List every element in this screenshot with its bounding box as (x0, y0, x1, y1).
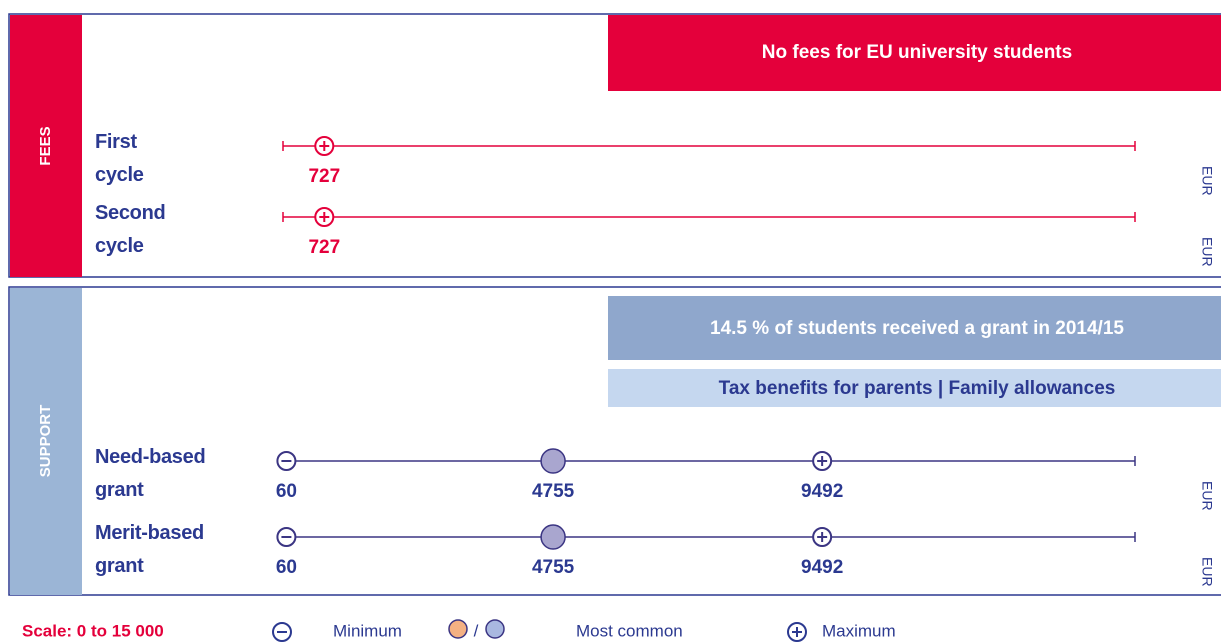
marker-max (812, 527, 833, 547)
legend-text: Maximum (822, 621, 896, 640)
support-banner (608, 369, 1221, 407)
scale-label: Scale: 0 to 15 000 (22, 621, 164, 640)
value-label: 9492 (801, 557, 843, 578)
value-label: 4755 (532, 557, 575, 578)
support-banner-text: Tax benefits for parents | Family allowa… (719, 378, 1116, 399)
value-label: 4755 (532, 481, 575, 502)
value-label: 727 (308, 237, 340, 258)
legend-text: Most common (576, 621, 683, 640)
value-label: 727 (308, 166, 340, 187)
row-name: First cycle (95, 131, 144, 186)
unit: EUR (1199, 557, 1215, 587)
value-label: 9492 (801, 481, 843, 502)
marker-max (314, 136, 335, 156)
fees-banner-text: No fees for EU university students (762, 42, 1072, 63)
unit: EUR (1199, 481, 1215, 511)
marker-circle (448, 619, 468, 639)
marker-min (276, 527, 297, 547)
marker-common (540, 524, 566, 550)
legend-text: / (474, 621, 479, 640)
support-strip (10, 288, 82, 595)
marker-max (314, 207, 335, 227)
marker-max (787, 622, 807, 642)
support-banner-text: 14.5 % of students received a grant in 2… (710, 318, 1124, 339)
marker-circle (540, 524, 566, 550)
fees-label: FEES (37, 126, 54, 165)
marker-common (540, 448, 566, 474)
fees-banner (608, 15, 1221, 91)
marker-common (485, 619, 505, 639)
marker-common (448, 619, 468, 639)
marker-circle (485, 619, 505, 639)
row-name: Need-based grant (95, 446, 206, 501)
marker-min (276, 451, 297, 471)
unit: EUR (1199, 166, 1215, 196)
value-label: 60 (276, 481, 297, 502)
marker-min (272, 622, 292, 642)
unit: EUR (1199, 237, 1215, 267)
support-label: SUPPORT (37, 405, 54, 478)
fees-strip (10, 15, 82, 277)
marker-max (812, 451, 833, 471)
legend-text: Minimum (333, 621, 402, 640)
row-name: Second cycle (95, 202, 166, 257)
row-name: Merit-based grant (95, 522, 204, 577)
marker-circle (540, 448, 566, 474)
support-banner (608, 296, 1221, 360)
value-label: 60 (276, 557, 297, 578)
